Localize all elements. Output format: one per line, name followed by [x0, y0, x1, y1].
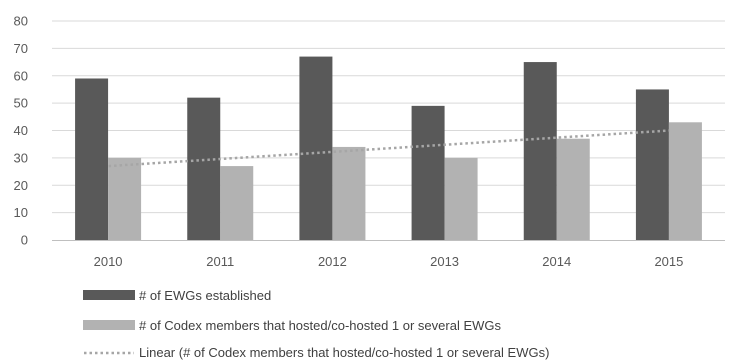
- bar-series-2: [108, 157, 142, 240]
- bars: [75, 56, 702, 241]
- x-tick-labels: 2010 2011 2012 2013 2014 2015: [94, 254, 684, 269]
- legend-swatch-series-1: [83, 290, 135, 300]
- y-tick-label: 70: [14, 41, 28, 56]
- y-tick-label: 50: [14, 96, 28, 111]
- bar-series-2: [444, 157, 478, 240]
- y-tick-label: 10: [14, 205, 28, 220]
- bar-series-2: [556, 138, 590, 240]
- bar-series-1: [411, 105, 445, 240]
- x-tick-label: 2014: [542, 254, 571, 269]
- y-tick-label: 40: [14, 123, 28, 138]
- bar-series-1: [635, 89, 669, 240]
- legend-item-trendline: Linear (# of Codex members that hosted/c…: [84, 345, 549, 360]
- legend-label-series-2: # of Codex members that hosted/co-hosted…: [139, 318, 502, 333]
- y-tick-label: 60: [14, 68, 28, 83]
- x-tick-label: 2015: [654, 254, 683, 269]
- bar-series-2: [668, 122, 702, 240]
- legend-item-series-2: # of Codex members that hosted/co-hosted…: [83, 318, 502, 333]
- bar-series-1: [523, 62, 557, 240]
- y-tick-label: 30: [14, 150, 28, 165]
- x-tick-label: 2010: [94, 254, 123, 269]
- bar-series-2: [332, 146, 366, 240]
- x-tick-label: 2012: [318, 254, 347, 269]
- trendline: [108, 129, 670, 168]
- y-tick-labels: 0 10 20 30 40 50 60 70 80: [14, 14, 28, 248]
- x-tick-label: 2011: [206, 254, 234, 269]
- trendline-group: [108, 129, 670, 168]
- y-tick-label: 0: [21, 233, 28, 248]
- legend-item-series-1: # of EWGs established: [83, 288, 271, 303]
- bar-series-1: [187, 97, 221, 241]
- legend-label-trendline: Linear (# of Codex members that hosted/c…: [139, 345, 549, 360]
- legend: # of EWGs established # of Codex members…: [83, 288, 549, 360]
- bar-series-1: [75, 78, 109, 240]
- x-tick-label: 2013: [430, 254, 459, 269]
- y-tick-label: 20: [14, 178, 28, 193]
- bar-series-1: [299, 56, 333, 241]
- legend-label-series-1: # of EWGs established: [139, 288, 271, 303]
- gridlines: [52, 20, 725, 214]
- y-tick-label: 80: [14, 14, 28, 29]
- legend-swatch-series-2: [83, 320, 135, 330]
- bar-series-2: [220, 166, 254, 240]
